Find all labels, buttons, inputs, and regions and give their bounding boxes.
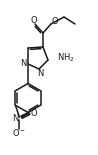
Text: N: N [37,69,43,78]
Text: O: O [52,16,58,26]
Text: N: N [20,60,26,69]
Text: O: O [31,16,37,25]
Text: O: O [30,109,37,118]
Text: NH$_2$: NH$_2$ [57,52,75,64]
Text: O$^-$: O$^-$ [12,127,26,138]
Text: N$^+$: N$^+$ [12,112,26,124]
